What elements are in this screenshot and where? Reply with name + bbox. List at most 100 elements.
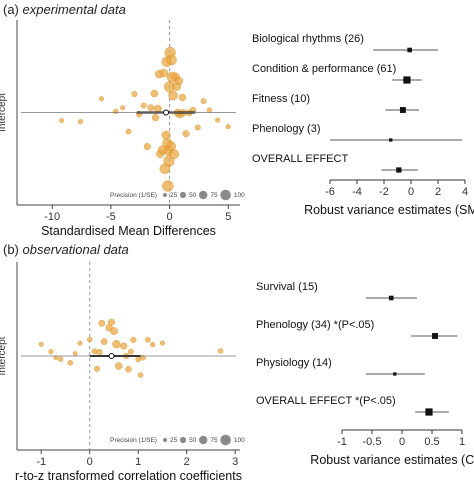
data-point-25 [137,372,144,378]
legend-label-2: 75 [210,192,218,199]
row-estimate-2 [393,372,397,376]
data-point-0 [38,341,44,347]
data-point-29 [215,117,221,123]
row-estimate-3 [425,408,433,416]
row-label-1: Condition & performance (61) [252,63,396,75]
x-tick-label-0: -10 [44,211,60,223]
data-point-11 [115,362,123,370]
row-estimate-0 [407,47,412,53]
data-point-44 [163,155,175,167]
x-tick-label-3: 5 [225,211,231,223]
row-label-0: Biological rhythms (26) [252,33,364,45]
legend-label-0: 25 [170,192,178,199]
x-tick-label-1: 0 [87,456,93,468]
row-estimate-1 [403,76,411,84]
row-label-2: Physiology (14) [256,357,332,369]
row-estimate-3 [389,138,393,142]
data-point-29 [128,348,134,355]
legend-size-1 [179,191,187,199]
data-point-9 [143,143,151,151]
data-point-10 [110,327,118,335]
data-point-4 [77,340,83,346]
data-point-27 [93,365,101,372]
data-point-19 [159,340,165,346]
legend-title: Precision (1/SE) [110,437,157,444]
data-point-46 [161,56,172,67]
x-tick-label-0: -1 [337,436,347,448]
row-label-4: OVERALL EFFECT [252,153,348,165]
data-point-3 [112,108,119,115]
legend-size-0 [163,438,167,442]
legend-size-1 [179,436,187,444]
data-point-1 [77,119,83,125]
panel-b-scatter-plot: -1 0 1 2 3r-to-z transformed correlation coe… [0,262,245,481]
data-point-18 [150,341,156,348]
legend-size-2 [199,435,208,445]
legend-label-2: 75 [210,437,218,444]
x-tick-label-4: 1 [459,436,465,448]
x-tick-label-0: -6 [325,186,335,198]
data-point-38 [154,69,164,79]
x-tick-label-1: -4 [352,186,362,198]
row-label-3: Phenology (3) [252,123,321,135]
data-point-15 [161,130,171,140]
x-tick-label-2: 0 [399,436,405,448]
data-point-1 [48,349,54,355]
data-point-4 [120,105,126,111]
data-point-28 [206,107,213,113]
data-point-8 [140,102,147,109]
data-point-26 [53,355,59,361]
x-tick-label-2: -2 [379,186,389,198]
data-point-2 [99,96,105,102]
legend-size-2 [199,190,208,200]
data-point-11 [150,89,159,98]
row-label-0: Survival (15) [256,281,318,293]
data-point-21 [72,351,78,357]
legend-title: Precision (1/SE) [110,192,157,199]
data-point-22 [178,93,187,102]
legend-label-0: 25 [170,437,178,444]
data-point-42 [162,180,174,192]
row-estimate-4 [396,167,402,173]
pooled-estimate-point [163,109,170,116]
data-point-22 [98,319,106,327]
x-tick-label-2: 0 [167,211,173,223]
panel-a-scatter-plot: -10 -5 0 5 Standardised Mean Differences Inte… [0,20,245,238]
data-point-5 [125,128,132,135]
x-axis-title: Robust variance estimates (SMD) [304,203,474,217]
x-tick-label-3: 0 [408,186,414,198]
panel-b-label: (b) observational data [3,242,129,257]
panel-a-forest-plot: Biological rhythms (26) Condition & perfo… [252,33,474,217]
x-tick-label-0: -1 [36,456,46,468]
data-point-2 [57,356,64,362]
data-point-23 [112,340,121,349]
legend-size-0 [163,193,167,197]
data-point-17 [145,336,151,343]
x-axis-title: r-to-z transformed correlation coefficie… [15,469,242,481]
x-axis-title: Robust variance estimates (Corr) [310,453,474,467]
data-point-23 [182,130,190,138]
data-point-40 [151,114,160,122]
data-point-33 [166,71,178,83]
x-tick-label-1: -5 [106,211,116,223]
data-point-26 [194,124,201,131]
data-point-16 [140,354,146,361]
panel-a-label: (a) experimental data [3,2,126,17]
data-point-15 [135,356,142,363]
x-tick-label-4: 2 [435,186,441,198]
y-axis-title: Intercept [0,336,8,375]
data-point-18 [168,90,178,101]
row-estimate-0 [388,295,394,301]
x-tick-label-3: 0.5 [424,436,439,448]
data-point-8 [100,338,108,345]
legend-size-3 [220,189,231,201]
y-axis-title: Intercept [0,93,8,132]
row-estimate-1 [432,333,438,339]
x-tick-label-3: 2 [184,456,190,468]
data-point-6 [131,91,138,98]
data-point-34 [162,138,173,149]
legend-size-3 [220,434,231,446]
row-label-2: Fitness (10) [252,93,310,105]
data-point-12 [120,342,128,350]
